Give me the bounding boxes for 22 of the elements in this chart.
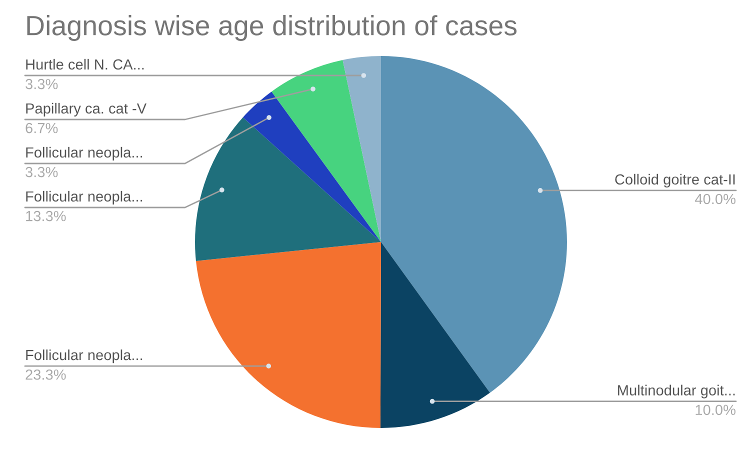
pie-slice <box>195 117 381 261</box>
slice-label: Multinodular goit... <box>618 384 735 398</box>
data-label: 3.3% <box>26 166 58 178</box>
pie-slice <box>242 92 381 242</box>
slice-label: Papillary ca. cat -V <box>26 102 147 116</box>
chart-title: Diagnosis wise age distribution of cases <box>27 15 517 41</box>
slice-label: Follicular neopla... <box>26 349 142 364</box>
data-label: 13.3% <box>26 210 66 222</box>
data-label: 3.3% <box>26 78 58 90</box>
slice-label: Follicular neopla... <box>26 146 142 160</box>
slice-label: Follicular neopla... <box>26 190 142 204</box>
pie-slice <box>196 242 381 428</box>
slice-label: Colloid goitre cat-II <box>615 174 735 188</box>
data-label: 6.7% <box>26 122 58 134</box>
pie-slice <box>342 56 381 242</box>
data-label: 10.0% <box>696 404 736 416</box>
data-label: 23.3% <box>26 369 66 380</box>
data-label: 40.0% <box>694 194 736 204</box>
slice-label: Hurtle cell N. CA... <box>26 58 144 70</box>
pie-slice <box>381 56 567 393</box>
pie-slice <box>272 60 381 242</box>
pie-slice <box>380 242 490 428</box>
